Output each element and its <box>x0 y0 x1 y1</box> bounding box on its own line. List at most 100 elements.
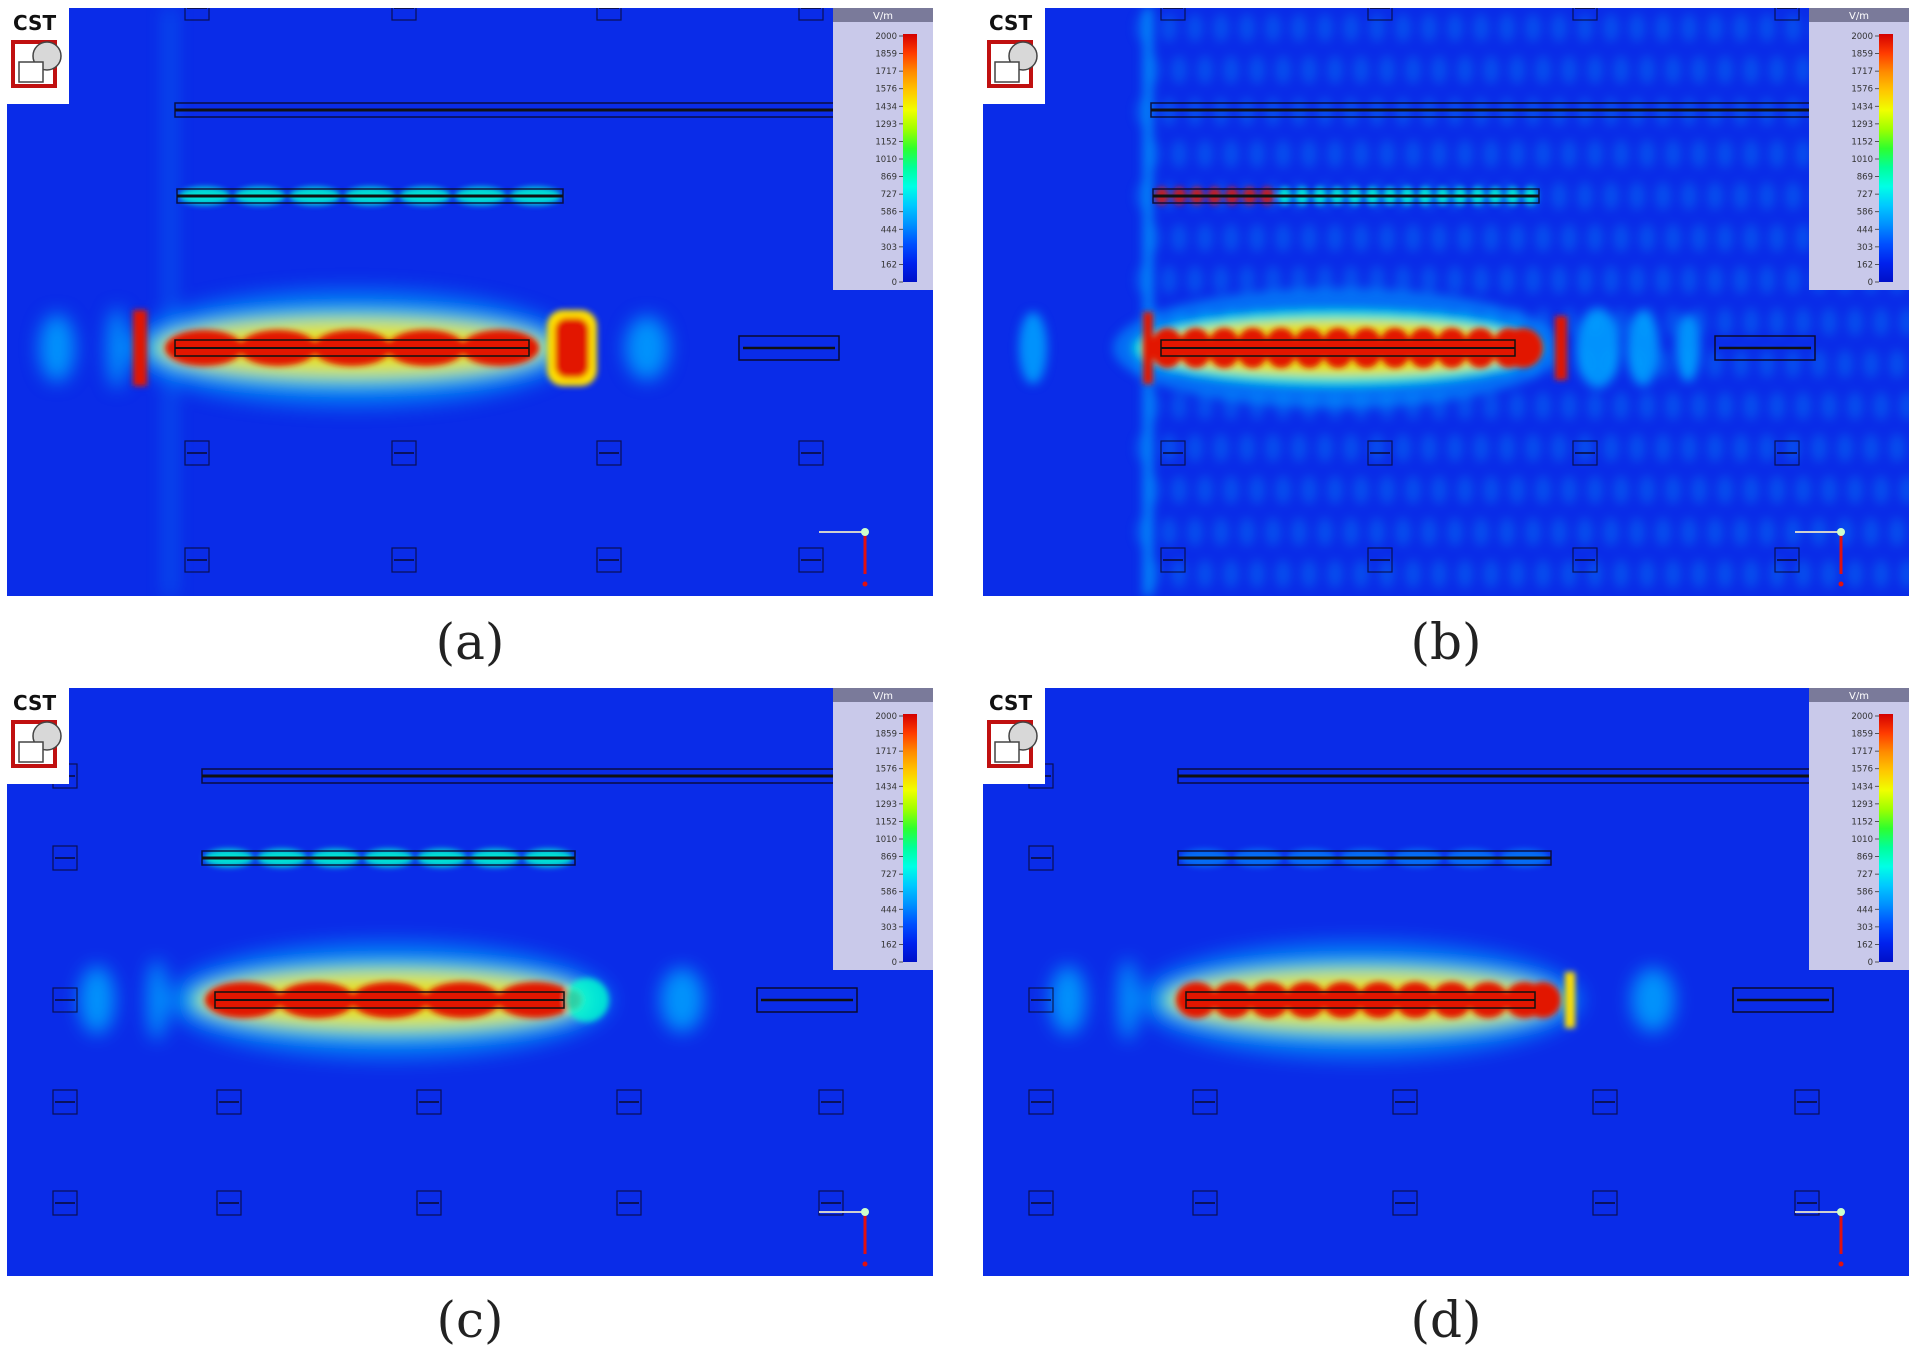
axis-origin <box>861 528 869 536</box>
field-ripple <box>1161 434 1177 462</box>
field-ripple <box>1655 434 1671 462</box>
field-ripple <box>1405 140 1421 168</box>
field-ripple <box>1743 224 1759 252</box>
field-ripple <box>1743 560 1759 588</box>
field-ripple <box>1499 98 1515 126</box>
field-ripple <box>1551 518 1567 546</box>
field-ripple <box>1603 14 1619 42</box>
field-ripple <box>1717 224 1733 252</box>
field-ripple <box>1483 224 1499 252</box>
colorbar-tick-label: 444 <box>1857 905 1873 915</box>
field-ripple <box>1899 308 1909 336</box>
axis-triad <box>1795 528 1845 587</box>
field-ripple <box>1499 518 1515 546</box>
field-ripple <box>1509 476 1525 504</box>
colorbar-tick-label: 1152 <box>875 817 897 827</box>
via-marker <box>1592 1089 1618 1115</box>
field-ripple <box>1171 224 1187 252</box>
colorbar-legend: V/m 2000 1859 1717 1576 1434 1293 1152 1010 869 72… <box>1809 8 1909 290</box>
field-ripple <box>1369 14 1385 42</box>
field-ripple <box>1691 140 1707 168</box>
via-marker <box>1392 1190 1418 1216</box>
field-ripple <box>1457 476 1473 504</box>
field-ripple <box>1873 392 1889 420</box>
field-ripple <box>1743 476 1759 504</box>
field-ripple <box>1561 224 1577 252</box>
field-ripple <box>1525 14 1541 42</box>
via-marker <box>616 1089 642 1115</box>
colorbar-tick-label: 1293 <box>1851 800 1873 810</box>
field-ripple <box>1223 560 1239 588</box>
field-ripple <box>1473 98 1489 126</box>
axis-triad <box>819 528 869 587</box>
field-ripple <box>1655 98 1671 126</box>
field-ripple <box>1795 392 1811 420</box>
field-blob <box>1676 314 1700 382</box>
field-ripple <box>1395 266 1411 294</box>
via-marker <box>1160 8 1186 21</box>
field-ripple <box>1889 518 1905 546</box>
field-ripple <box>1213 98 1229 126</box>
field-ripple <box>1301 56 1317 84</box>
field-ripple <box>1483 476 1499 504</box>
field-ripple <box>1343 98 1359 126</box>
colorbar-tick-label: 869 <box>881 173 897 183</box>
field-ripple <box>1223 476 1239 504</box>
via-marker <box>1028 845 1054 871</box>
field-ripple <box>1707 518 1723 546</box>
field-plot-a-svg: CST V/m 2000 1859 1717 1576 1434 1293 1152 1010 86… <box>7 8 933 596</box>
field-ripple <box>1847 560 1863 588</box>
field-ripple <box>1499 266 1515 294</box>
field-ripple <box>1785 350 1801 378</box>
field-ripple <box>1587 224 1603 252</box>
field-ripple <box>1223 140 1239 168</box>
field-ripple <box>1291 14 1307 42</box>
field-ripple <box>1577 182 1593 210</box>
field-ripple <box>1639 476 1655 504</box>
field-ripple <box>1275 56 1291 84</box>
field-ripple <box>1197 224 1213 252</box>
field-ripple <box>1785 98 1801 126</box>
field-ripple <box>1301 560 1317 588</box>
colorbar-tick-label: 727 <box>1857 870 1873 880</box>
field-ripple <box>1223 56 1239 84</box>
field-ripple <box>1317 98 1333 126</box>
field-blob <box>625 316 669 380</box>
field-ripple <box>1733 350 1749 378</box>
via-marker <box>52 1089 78 1115</box>
feed-wavefront <box>1143 8 1153 596</box>
field-plot-d-svg: CST V/m 2000 1859 1717 1576 1434 1293 1152 1010 86… <box>983 688 1909 1276</box>
field-ripple <box>1873 476 1889 504</box>
colorbar-tick-label: 1576 <box>875 85 897 95</box>
field-blob <box>1118 960 1138 1040</box>
via-marker <box>818 1190 844 1216</box>
colorbar-legend: V/m 2000 1859 1717 1576 1434 1293 1152 1010 869 72… <box>833 688 933 970</box>
via-marker <box>416 1089 442 1115</box>
field-ripple <box>1343 518 1359 546</box>
field-ripple <box>1317 434 1333 462</box>
field-ripple <box>1213 266 1229 294</box>
field-ripple <box>1343 266 1359 294</box>
field-ripple <box>1577 518 1593 546</box>
field-ripple <box>1639 56 1655 84</box>
via-marker <box>1774 547 1800 573</box>
colorbar-tick-label: 1010 <box>1851 155 1873 165</box>
via-marker <box>1160 440 1186 466</box>
axis-triad <box>819 1208 869 1267</box>
field-ripple <box>1863 434 1879 462</box>
field-ripple <box>1213 518 1229 546</box>
field-blob <box>660 968 704 1032</box>
field-ripple <box>1525 434 1541 462</box>
colorbar-tick-label: 1434 <box>875 782 897 792</box>
field-ripple <box>1421 434 1437 462</box>
caption-a: (a) <box>435 613 505 671</box>
field-ripple <box>1525 518 1541 546</box>
field-ripple <box>1499 434 1515 462</box>
axis-origin <box>1837 528 1845 536</box>
field-ripple <box>1239 518 1255 546</box>
wavefront-hotspot <box>1143 312 1153 384</box>
axis-origin <box>861 1208 869 1216</box>
field-ripple <box>1717 560 1733 588</box>
via-marker <box>184 547 210 573</box>
colorbar-tick-label: 444 <box>881 905 897 915</box>
